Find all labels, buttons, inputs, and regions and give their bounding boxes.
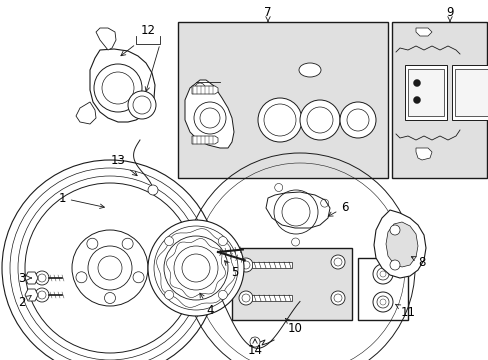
Circle shape [154,226,238,310]
Polygon shape [373,210,425,278]
Circle shape [239,258,252,272]
Text: 1: 1 [58,192,104,208]
Circle shape [174,246,218,290]
Circle shape [389,225,399,235]
Circle shape [242,261,249,269]
Text: 12: 12 [140,23,155,36]
Circle shape [194,102,225,134]
Circle shape [413,80,420,86]
Circle shape [102,72,134,104]
Text: 13: 13 [110,153,137,176]
Circle shape [376,268,388,280]
Polygon shape [184,80,234,148]
Bar [231,248,351,320]
Text: 11: 11 [394,304,415,319]
Circle shape [346,109,368,131]
Polygon shape [265,192,329,228]
Bar [407,69,443,116]
Circle shape [413,96,420,104]
Circle shape [306,107,332,133]
Text: 4: 4 [200,293,213,316]
Circle shape [164,237,173,246]
Circle shape [379,299,385,305]
Polygon shape [415,28,431,36]
Bar [454,69,488,116]
Circle shape [239,291,252,305]
Circle shape [242,294,249,302]
Bar [357,258,407,320]
Circle shape [128,91,156,119]
Circle shape [264,104,295,136]
Circle shape [200,108,220,128]
Circle shape [249,337,260,347]
Text: 6: 6 [327,201,348,216]
Bar [251,262,291,268]
Circle shape [330,255,345,269]
Polygon shape [90,49,155,122]
Polygon shape [192,136,218,144]
Circle shape [148,220,244,316]
Circle shape [35,271,49,285]
Circle shape [379,271,385,277]
Circle shape [330,291,345,305]
Polygon shape [76,102,96,124]
Circle shape [133,96,151,114]
Circle shape [376,296,388,308]
Circle shape [38,274,46,282]
Circle shape [218,291,227,300]
Text: 9: 9 [446,5,453,22]
Text: 2: 2 [18,296,31,309]
Circle shape [299,100,339,140]
Circle shape [372,292,392,312]
Circle shape [195,83,204,93]
Text: 14: 14 [247,339,262,356]
Circle shape [163,236,227,300]
Circle shape [218,237,227,246]
Bar [451,65,488,120]
Text: 5: 5 [224,261,238,279]
Circle shape [94,64,142,112]
Circle shape [333,294,341,302]
Text: 3: 3 [18,271,31,284]
Ellipse shape [298,63,320,77]
Bar [251,295,291,301]
Text: 8: 8 [410,256,425,269]
Polygon shape [96,28,116,50]
Circle shape [164,291,173,300]
Polygon shape [415,148,431,160]
Circle shape [35,288,49,302]
Circle shape [258,98,302,142]
Circle shape [182,254,209,282]
Polygon shape [25,272,38,284]
Polygon shape [385,222,417,267]
Text: 10: 10 [285,319,302,334]
Circle shape [389,260,399,270]
Circle shape [333,258,341,266]
Polygon shape [25,289,38,301]
Bar [391,22,486,178]
Circle shape [148,185,158,195]
Bar [178,22,387,178]
Circle shape [38,291,46,299]
Polygon shape [192,86,218,94]
Circle shape [372,264,392,284]
Bar [404,65,446,120]
Text: 7: 7 [264,5,271,22]
Circle shape [339,102,375,138]
